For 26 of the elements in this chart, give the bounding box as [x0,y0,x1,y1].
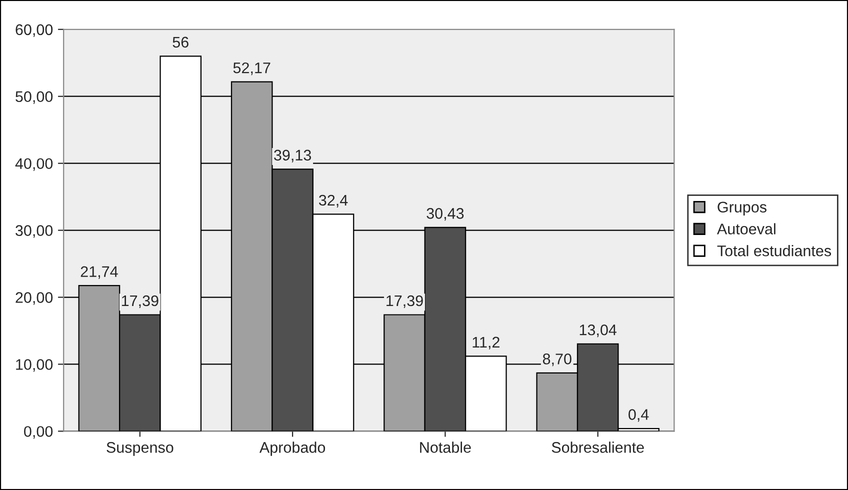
legend-label: Grupos [718,202,766,216]
data-label: 0,4 [628,409,649,422]
y-tick-label: 60,00 [16,24,53,37]
y-tick-label: 0,00 [24,426,53,439]
data-label: 56 [172,36,188,48]
x-tick-label: Suspenso [106,442,174,456]
data-label: 13,04 [580,324,617,338]
data-label: 39,13 [274,150,312,162]
data-label: 32,4 [318,194,348,208]
x-tick-label: Sobresaliente [552,442,644,453]
y-tick-label: 50,00 [16,91,53,104]
data-label: 21,74 [80,266,118,279]
y-tick-label: 40,00 [15,158,53,171]
y-tick-label: 30,00 [16,225,53,238]
data-label: 52,17 [233,62,270,76]
data-label: 17,39 [386,295,423,308]
legend-label: Autoeval [716,223,776,234]
x-tick-label: Notable [420,442,471,453]
data-label: 17,39 [122,295,158,308]
legend-label: Total estudiantes [717,245,832,256]
data-label: 11,2 [472,336,500,350]
data-label: 30,43 [426,208,464,221]
data-label: 8,70 [542,354,572,366]
y-tick-label: 20,00 [16,292,53,305]
x-tick-label: Aprobado [259,442,326,456]
y-tick-label: 10,00 [16,359,53,372]
